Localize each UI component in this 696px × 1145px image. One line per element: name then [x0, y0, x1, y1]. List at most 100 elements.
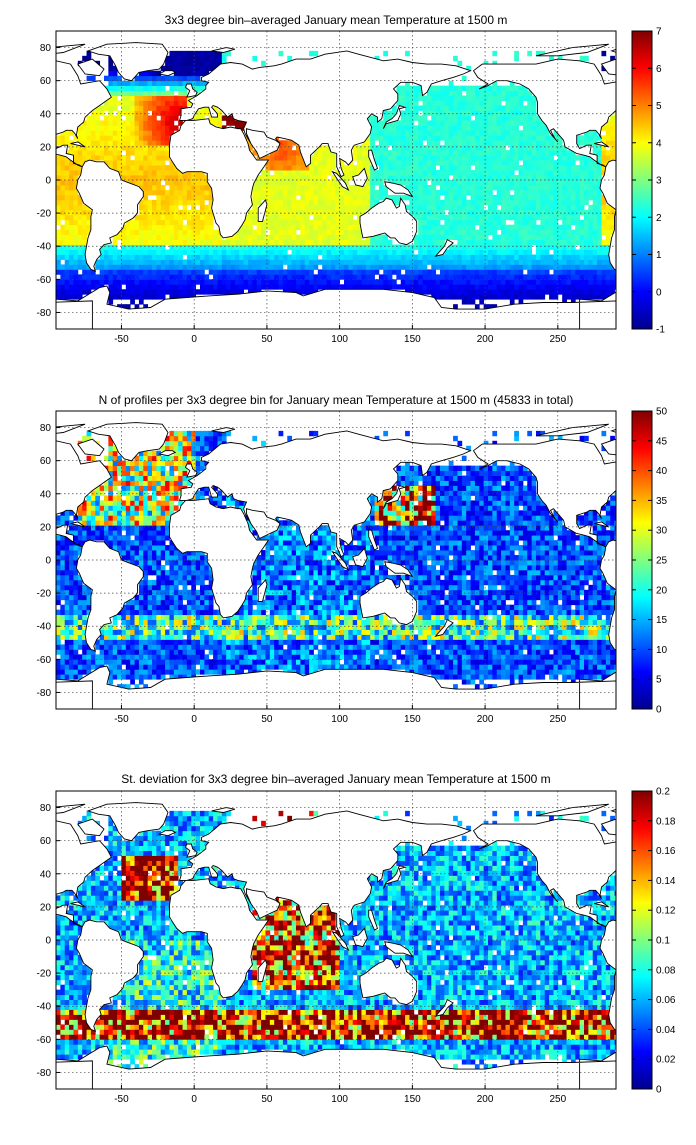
heatmap-cell — [183, 259, 188, 264]
heatmap-cell — [95, 125, 100, 130]
heatmap-cell — [457, 264, 462, 269]
heatmap-cell — [300, 175, 305, 180]
heatmap-cell — [453, 145, 458, 150]
heatmap-cell — [209, 649, 214, 654]
heatmap-cell — [388, 140, 393, 145]
heatmap-cell — [514, 649, 519, 654]
heatmap-cell — [191, 210, 196, 215]
heatmap-cell — [492, 150, 497, 155]
heatmap-cell — [313, 279, 318, 284]
heatmap-cell — [357, 190, 362, 195]
heatmap-cell — [575, 284, 580, 289]
heatmap-cell — [165, 96, 170, 101]
heatmap-cell — [383, 155, 388, 160]
heatmap-cell — [423, 175, 428, 180]
heatmap-cell — [610, 279, 615, 284]
heatmap-cell — [169, 220, 174, 225]
heatmap-cell — [427, 125, 432, 130]
heatmap-cell — [444, 96, 449, 101]
heatmap-cell — [235, 259, 240, 264]
heatmap-cell — [523, 110, 528, 115]
heatmap-cell — [449, 110, 454, 115]
heatmap-cell — [401, 170, 406, 175]
heatmap-cell — [169, 51, 174, 56]
heatmap-cell — [191, 61, 196, 66]
heatmap-cell — [405, 51, 410, 56]
heatmap-cell — [300, 170, 305, 175]
heatmap-cell — [597, 669, 602, 674]
heatmap-cell — [178, 230, 183, 235]
heatmap-cell — [588, 225, 593, 230]
heatmap-cell — [444, 220, 449, 225]
heatmap-cell — [248, 240, 253, 245]
heatmap-cell — [593, 215, 598, 220]
heatmap-cell — [169, 170, 174, 175]
heatmap-cell — [488, 145, 493, 150]
heatmap-cell — [82, 135, 87, 140]
heatmap-cell — [292, 235, 297, 240]
heatmap-cell — [353, 279, 358, 284]
heatmap-cell — [593, 264, 598, 269]
heatmap-cell — [405, 279, 410, 284]
heatmap-cell — [532, 190, 537, 195]
heatmap-cell — [523, 155, 528, 160]
heatmap-cell — [165, 250, 170, 255]
heatmap-cell — [453, 220, 458, 225]
heatmap-cell — [593, 235, 598, 240]
heatmap-cell — [484, 150, 489, 155]
heatmap-cell — [597, 255, 602, 260]
heatmap-cell — [174, 195, 179, 200]
heatmap-cell — [274, 245, 279, 250]
heatmap-cell — [231, 240, 236, 245]
heatmap-cell — [121, 259, 126, 264]
heatmap-cell — [497, 101, 502, 106]
heatmap-cell — [584, 200, 589, 205]
heatmap-cell — [178, 195, 183, 200]
heatmap-cell — [174, 76, 179, 81]
heatmap-cell — [348, 210, 353, 215]
heatmap-cell — [584, 664, 589, 669]
heatmap-cell — [514, 180, 519, 185]
heatmap-cell — [222, 279, 227, 284]
heatmap-cell — [279, 274, 284, 279]
heatmap-cell — [423, 669, 428, 674]
heatmap-cell — [558, 250, 563, 255]
heatmap-cell — [436, 145, 441, 150]
heatmap-cell — [300, 195, 305, 200]
heatmap-cell — [283, 250, 288, 255]
heatmap-cell — [318, 240, 323, 245]
heatmap-cell — [479, 115, 484, 120]
heatmap-cell — [318, 250, 323, 255]
heatmap-cell — [252, 659, 257, 664]
heatmap-cell — [139, 125, 144, 130]
heatmap-cell — [222, 245, 227, 250]
heatmap-cell — [370, 255, 375, 260]
heatmap-cell — [231, 669, 236, 674]
heatmap-cell — [209, 56, 214, 61]
heatmap-cell — [340, 274, 345, 279]
heatmap-cell — [392, 259, 397, 264]
heatmap-cell — [431, 200, 436, 205]
heatmap-cell — [183, 205, 188, 210]
heatmap-cell — [139, 91, 144, 96]
heatmap-cell — [492, 659, 497, 664]
heatmap-cell — [567, 269, 572, 274]
heatmap-cell — [265, 165, 270, 170]
heatmap-cell — [300, 269, 305, 274]
heatmap-cell — [340, 255, 345, 260]
heatmap-cell — [91, 115, 96, 120]
heatmap-cell — [152, 175, 157, 180]
heatmap-cell — [69, 145, 74, 150]
heatmap-cell — [305, 274, 310, 279]
heatmap-cell — [73, 175, 78, 180]
heatmap-cell — [56, 259, 61, 264]
heatmap-cell — [484, 106, 489, 111]
heatmap-cell — [409, 155, 414, 160]
heatmap-cell — [479, 145, 484, 150]
heatmap-cell — [567, 274, 572, 279]
heatmap-cell — [457, 195, 462, 200]
heatmap-cell — [261, 654, 266, 659]
heatmap-cell — [431, 264, 436, 269]
heatmap-cell — [305, 180, 310, 185]
heatmap-cell — [183, 101, 188, 106]
